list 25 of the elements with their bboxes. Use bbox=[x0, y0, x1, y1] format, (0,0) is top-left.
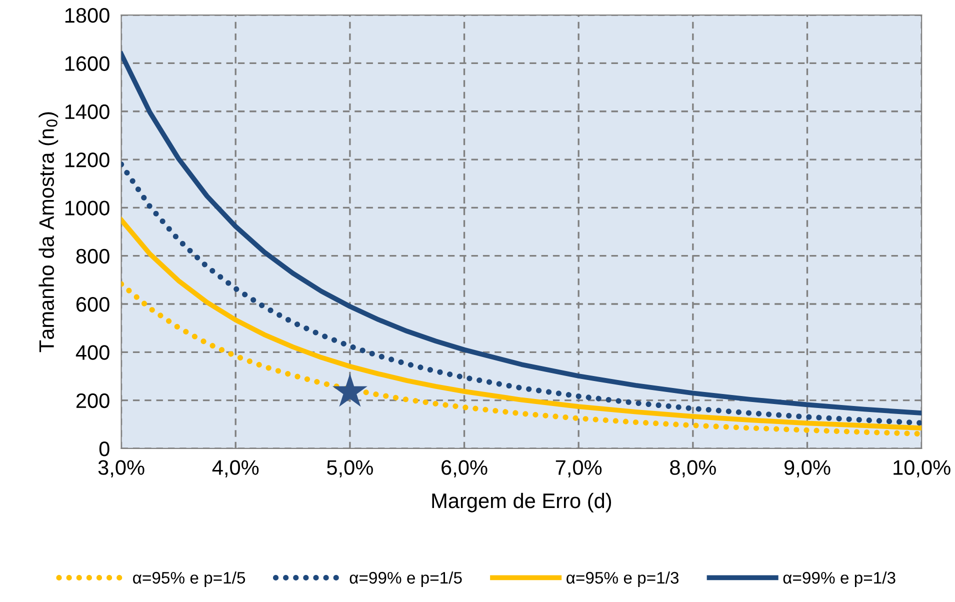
y-tick-label: 800 bbox=[76, 248, 110, 264]
y-tick-label: 400 bbox=[76, 345, 110, 360]
x-tick-label: 5,0% bbox=[327, 460, 373, 478]
x-tick-label: 7,0% bbox=[556, 460, 602, 478]
x-axis-title: Margem de Erro (d) bbox=[432, 492, 612, 512]
y-tick-label: 1800 bbox=[65, 8, 110, 23]
y-tick-label: 1000 bbox=[65, 200, 110, 216]
y-tick-label: 1600 bbox=[65, 56, 110, 71]
x-tick-label: 10,0% bbox=[894, 460, 950, 478]
y-tick-label: 1200 bbox=[65, 152, 110, 168]
x-tick-label: 9,0% bbox=[784, 460, 830, 478]
y-axis-title: Tamanho da Amostra (n$_{0}$) bbox=[38, 112, 58, 352]
line-series bbox=[121, 52, 922, 416]
x-tick-label: 4,0% bbox=[212, 460, 259, 478]
legend-label: α=99% e p=1/3 bbox=[783, 571, 896, 587]
x-tick-label: 6,0% bbox=[442, 460, 488, 478]
legend-label: α=99% e p=1/5 bbox=[350, 571, 462, 587]
y-tick-label: 1400 bbox=[65, 104, 110, 120]
x-tick-label: 3,0% bbox=[98, 460, 144, 478]
y-tick-label: 600 bbox=[76, 297, 110, 312]
legend-label: α=95% e p=1/3 bbox=[566, 571, 679, 587]
x-tick-label: 8,0% bbox=[670, 460, 716, 478]
y-tick-label: 200 bbox=[76, 393, 110, 408]
legend-label: α=95% e p=1/5 bbox=[133, 571, 246, 587]
y-tick-label: 0 bbox=[99, 441, 110, 456]
